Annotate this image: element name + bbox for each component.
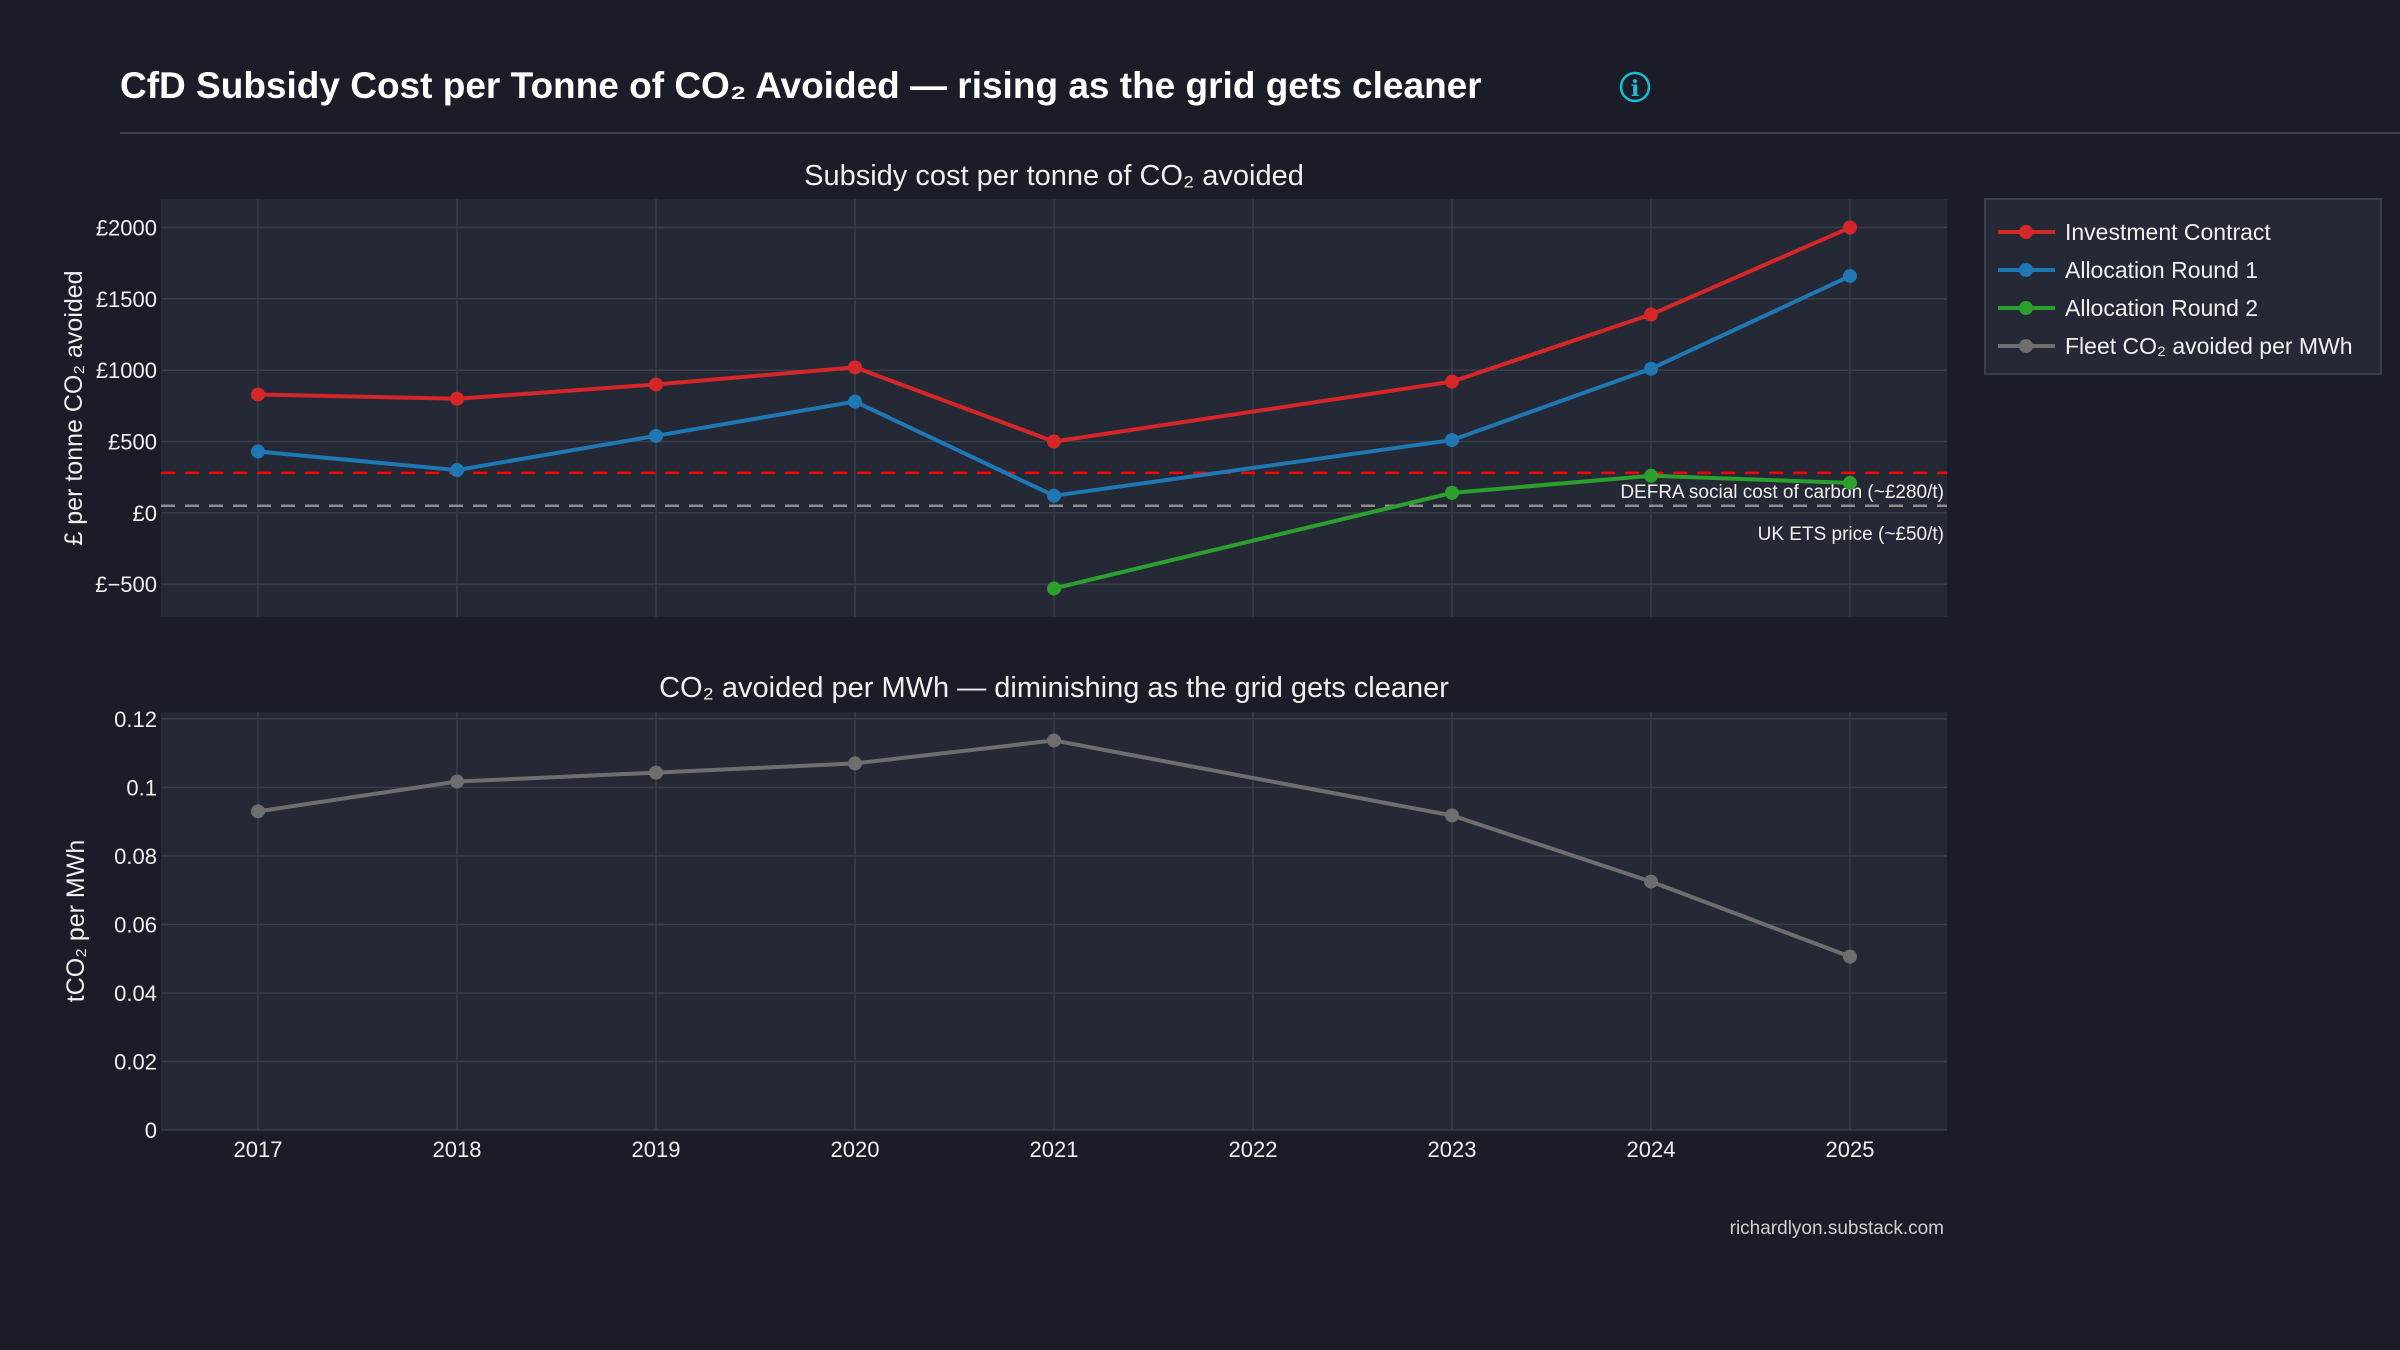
y-tick-label: 0.04: [114, 981, 157, 1006]
legend: Investment Contract Allocation Round 1 All…: [1984, 198, 2382, 375]
data-point: [848, 360, 862, 375]
data-point: [1445, 485, 1459, 500]
legend-item[interactable]: Investment Contract: [1998, 219, 2271, 245]
y-tick-label: 0.1: [126, 775, 157, 800]
data-point: [1047, 488, 1061, 503]
x-tick-label: 2022: [1229, 1137, 1278, 1162]
y-tick-label: £2000: [96, 216, 157, 241]
data-point: [1843, 949, 1857, 964]
data-point: [251, 444, 265, 459]
legend-label: Fleet CO₂ avoided per MWh: [2065, 333, 2353, 359]
series-line: [257, 738, 1851, 959]
legend-marker: [2019, 225, 2033, 239]
legend-marker: [2019, 339, 2033, 353]
page-title: CfD Subsidy Cost per Tonne of CO₂ Avoide…: [120, 65, 1482, 106]
info-circle-icon[interactable]: i: [1619, 71, 1651, 103]
top-chart-title: Subsidy cost per tonne of CO₂ avoided: [804, 160, 1304, 192]
y-tick-label: £1500: [96, 287, 157, 312]
x-tick-label: 2021: [1030, 1137, 1079, 1162]
y-axis-label: tCO₂ per MWh: [62, 840, 90, 1003]
x-tick-label: 2020: [831, 1137, 880, 1162]
series-line: [257, 274, 1851, 498]
data-point: [1644, 361, 1658, 376]
y-tick-label: £1000: [96, 358, 157, 383]
data-point: [1047, 581, 1061, 596]
series-line: [257, 225, 1851, 444]
reference-line-label: DEFRA social cost of carbon (~£280/t): [1620, 482, 1944, 503]
legend-item[interactable]: Allocation Round 2: [1998, 295, 2258, 321]
y-tick-label: £500: [108, 430, 157, 455]
data-point: [1445, 808, 1459, 823]
legend-label: Investment Contract: [2065, 219, 2271, 245]
bottom-chart-title: CO₂ avoided per MWh — diminishing as the…: [659, 672, 1449, 704]
series-line: [1053, 473, 1851, 591]
top-chart: £−500 £0 £500 £1000 £1500 £2000 £ per tonne CO…: [60, 199, 1947, 617]
y-tick-label: 0.06: [114, 912, 157, 937]
svg-text:i: i: [1631, 76, 1639, 102]
legend-item[interactable]: Allocation Round 1: [1998, 257, 2258, 283]
y-tick-label: 0: [145, 1118, 157, 1143]
data-point: [1644, 307, 1658, 322]
x-tick-label: 2025: [1826, 1137, 1875, 1162]
x-tick-label: 2024: [1627, 1137, 1676, 1162]
data-point: [848, 394, 862, 409]
data-point: [649, 428, 663, 443]
y-axis-label: £ per tonne CO₂ avoided: [60, 270, 88, 545]
x-tick-label: 2019: [632, 1137, 681, 1162]
data-point: [251, 387, 265, 402]
x-tick-label: 2017: [234, 1137, 283, 1162]
legend-marker: [2019, 263, 2033, 277]
legend-label: Allocation Round 1: [2065, 257, 2258, 283]
data-point: [450, 391, 464, 406]
data-point: [1445, 374, 1459, 389]
y-tick-label: 0.12: [114, 707, 157, 732]
data-point: [450, 463, 464, 478]
data-point: [1047, 733, 1061, 748]
data-point: [1843, 269, 1857, 284]
data-point: [1047, 434, 1061, 449]
legend-item[interactable]: Fleet CO₂ avoided per MWh: [1998, 333, 2353, 359]
data-point: [1843, 220, 1857, 235]
legend-marker: [2019, 301, 2033, 315]
data-point: [848, 756, 862, 771]
bottom-chart: 2017 2018 2019 2020 2021 2022 2023 2024 2025 0 0.0…: [62, 707, 1947, 1162]
legend-label: Allocation Round 2: [2065, 295, 2258, 321]
footer-credit: richardlyon.substack.com: [1730, 1218, 1944, 1239]
y-tick-label: £0: [133, 501, 157, 526]
data-point: [1644, 468, 1658, 483]
data-point: [649, 765, 663, 780]
data-point: [649, 377, 663, 392]
data-point: [450, 774, 464, 789]
x-tick-label: 2023: [1428, 1137, 1477, 1162]
data-point: [251, 804, 265, 819]
data-point: [1644, 874, 1658, 889]
reference-line-label: UK ETS price (~£50/t): [1758, 524, 1944, 545]
data-point: [1843, 475, 1857, 490]
y-tick-label: 0.08: [114, 844, 157, 869]
x-tick-label: 2018: [433, 1137, 482, 1162]
y-tick-label: £−500: [95, 572, 157, 597]
y-tick-label: 0.02: [114, 1049, 157, 1074]
data-point: [1445, 433, 1459, 448]
